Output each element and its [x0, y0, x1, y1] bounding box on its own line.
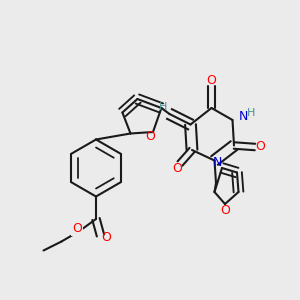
Text: N: N: [239, 110, 248, 124]
Text: O: O: [256, 140, 265, 154]
Text: N: N: [213, 156, 222, 170]
Text: O: O: [172, 161, 182, 175]
Text: O: O: [220, 204, 230, 217]
Text: H: H: [159, 101, 168, 112]
Text: O: O: [207, 74, 216, 87]
Text: O: O: [72, 222, 82, 235]
Text: O: O: [101, 231, 111, 244]
Text: O: O: [146, 130, 155, 143]
Text: H: H: [247, 108, 255, 118]
